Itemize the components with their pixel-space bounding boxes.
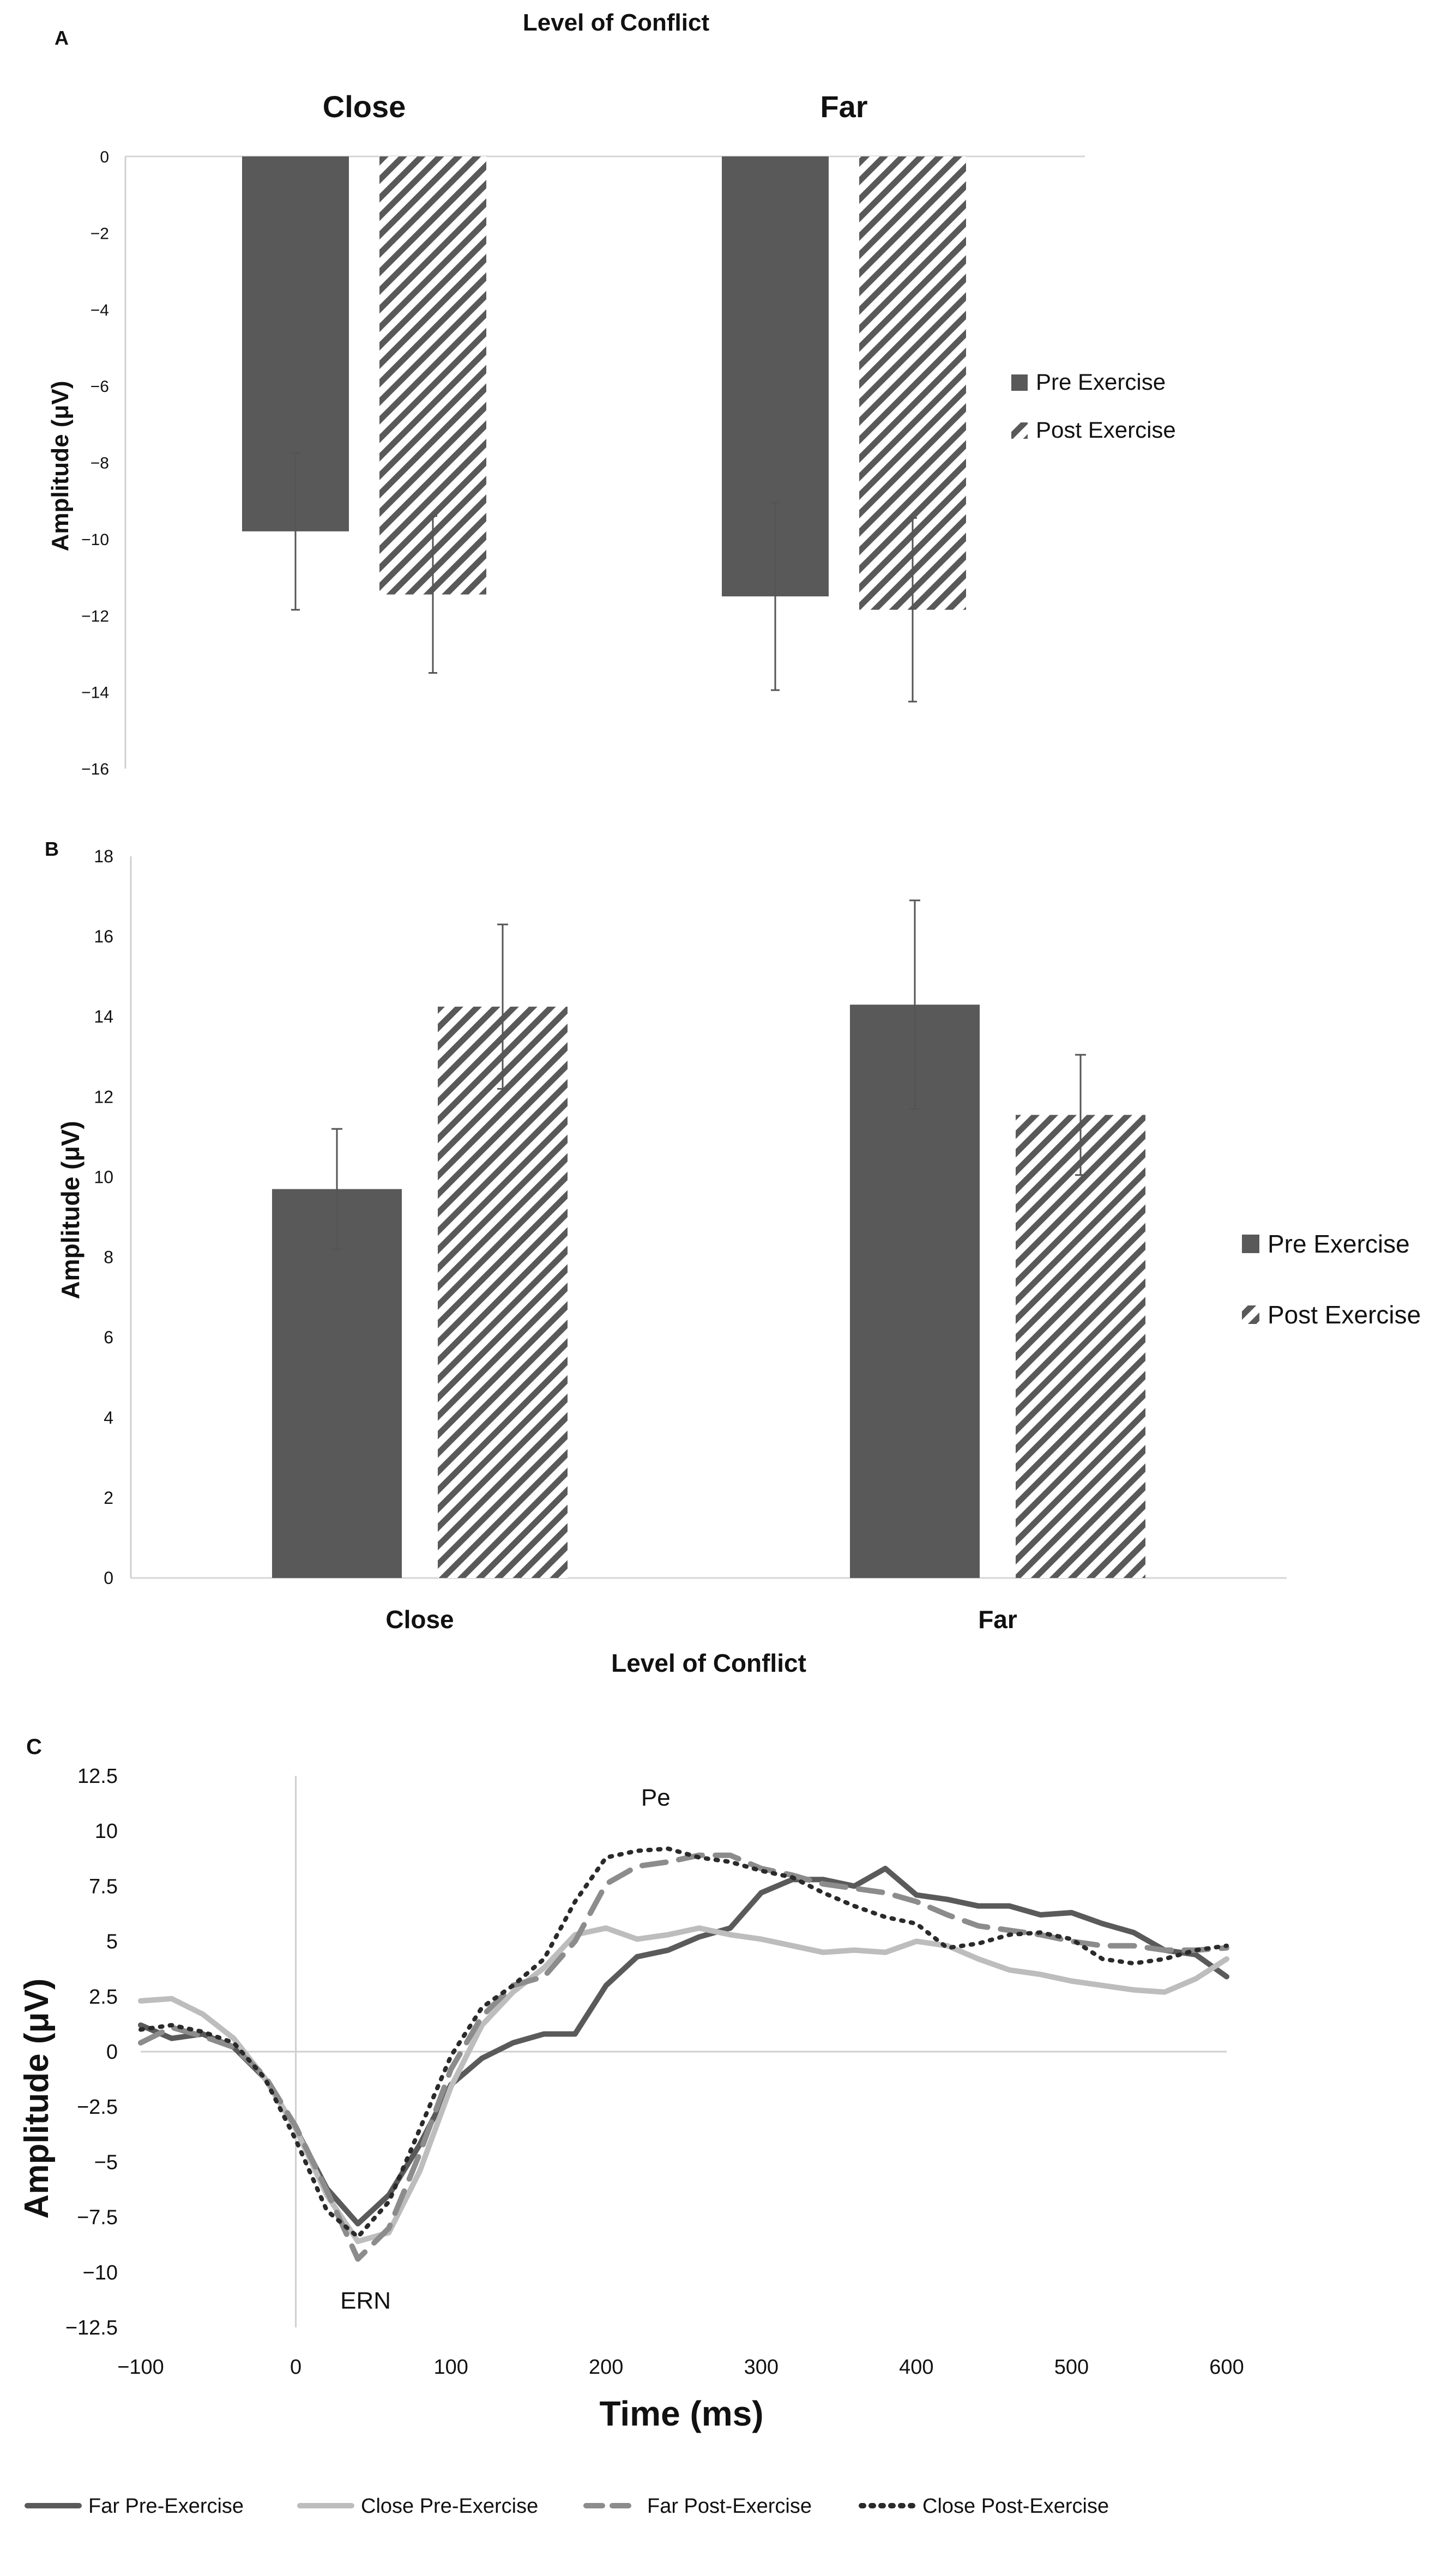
panel-b-category-label: Far	[978, 1605, 1017, 1634]
panel-b-legend-label: Post Exercise	[1268, 1301, 1421, 1329]
panel-a-y-tick-label: 0	[100, 148, 109, 166]
panel-c-y-tick-label: 10	[95, 1820, 118, 1843]
panel-c-series-line	[138, 1866, 1229, 2227]
panel-a-title: Level of Conflict	[523, 9, 710, 36]
panel-a-y-tick-label: −2	[91, 225, 109, 243]
panel-c-y-axis-label: Amplitude (μV)	[18, 1979, 56, 2219]
panel-a-legend-swatch	[1011, 422, 1028, 439]
panel-c-y-tick-label: 2.5	[89, 1986, 118, 2009]
panel-c-x-tick-label: 600	[1209, 2356, 1244, 2379]
panel-c-y-tick-label: 5	[106, 1931, 118, 1954]
panel-b-bar	[438, 1006, 568, 1578]
panel-c-y-tick-label: 7.5	[89, 1875, 118, 1898]
panel-b-legend-label: Pre Exercise	[1268, 1230, 1410, 1258]
panel-b-y-tick-label: 0	[104, 1568, 113, 1588]
panel-b-y-axis-label: Amplitude (μV)	[56, 1121, 85, 1299]
panel-a-y-tick-label: −6	[91, 378, 109, 396]
panel-c-legend-label: Far Post-Exercise	[647, 2495, 812, 2518]
panel-b-y-tick-label: 14	[94, 1007, 113, 1026]
panel-c-legend-label: Close Pre-Exercise	[361, 2495, 538, 2518]
panel-c-series-line	[138, 1925, 1229, 2245]
panel-c-x-tick-label: 100	[433, 2356, 468, 2379]
panel-b-y-tick-label: 18	[94, 846, 113, 866]
panel-a-y-axis-label: Amplitude (μV)	[47, 381, 74, 552]
panel-c-y-tick-label: −2.5	[77, 2096, 118, 2119]
panel-c-legend-label: Close Post-Exercise	[922, 2495, 1109, 2518]
panel-b-y-tick-label: 8	[104, 1248, 113, 1267]
panel-a-y-tick-label: −10	[81, 531, 109, 549]
panel-c-x-tick-label: 400	[899, 2356, 933, 2379]
panel-c-x-axis-label: Time (ms)	[599, 2394, 763, 2433]
panel-b-y-tick-label: 4	[104, 1408, 113, 1428]
panel-a-y-tick-label: −8	[91, 455, 109, 473]
panel-a-y-tick-label: −16	[81, 760, 109, 778]
panel-b-x-axis-label: Level of Conflict	[611, 1649, 806, 1677]
panel-c-y-tick-label: −10	[83, 2261, 118, 2284]
panel-b-y-tick-label: 12	[94, 1087, 113, 1106]
panel-b-bar	[1016, 1115, 1145, 1578]
panel-c-x-tick-label: 200	[589, 2356, 623, 2379]
panel-c-series-line	[138, 1846, 1229, 2239]
panel-b-bar	[272, 1189, 402, 1578]
panel-b-y-tick-label: 2	[104, 1488, 113, 1508]
panel-a-y-tick-label: −4	[91, 301, 109, 319]
panel-c-letter: C	[26, 1735, 42, 1759]
panel-a-letter: A	[55, 27, 69, 49]
panel-a-category-label: Close	[323, 89, 406, 124]
panel-c-y-tick-label: −12.5	[65, 2317, 118, 2339]
panel-a: A Level of Conflict Close Far 0 −2 −4 −6 −8 −1…	[47, 9, 1176, 778]
panel-a-category-label: Far	[820, 89, 867, 124]
panel-b-category-label: Close	[385, 1605, 454, 1634]
panel-c-y-tick-label: −5	[94, 2151, 118, 2174]
panel-c-series-line	[138, 1852, 1229, 2262]
panel-b-letter: B	[45, 838, 59, 860]
panel-c-x-tick-label: −100	[117, 2356, 164, 2379]
panel-a-legend-label: Pre Exercise	[1036, 369, 1166, 395]
panel-b-y-tick-label: 10	[94, 1167, 113, 1187]
panel-a-y-tick-label: −12	[81, 607, 109, 625]
panel-a-legend-label: Post Exercise	[1036, 417, 1176, 443]
panel-c-x-tick-label: 500	[1054, 2356, 1089, 2379]
panel-b-y-tick-label: 16	[94, 927, 113, 946]
panel-c-y-tick-label: −7.5	[77, 2206, 118, 2229]
panel-c-annotation: Pe	[641, 1784, 671, 1811]
panel-a-legend-swatch	[1011, 374, 1028, 391]
panel-a-y-tick-label: −14	[81, 684, 109, 702]
panel-c-y-tick-label: 12.5	[77, 1765, 118, 1788]
panel-b-legend-swatch	[1242, 1235, 1259, 1253]
panel-c-annotation: ERN	[340, 2287, 391, 2314]
panel-c: C 12.5 10 7.5 5 2.5 0 −2.5 −5 −7.5 −10 −12.5 −100 0 1…	[18, 1735, 1244, 2518]
panel-c-x-tick-label: 0	[290, 2356, 301, 2379]
panel-c-y-tick-label: 0	[106, 2041, 118, 2064]
panel-b-legend-swatch	[1242, 1305, 1259, 1324]
panel-c-legend-label: Far Pre-Exercise	[88, 2495, 244, 2518]
panel-c-x-tick-label: 300	[744, 2356, 779, 2379]
panel-b: B 0 2 4 6 8 10 12 14 16 18 Close Far Pre Exercise P…	[45, 838, 1421, 1677]
panel-b-y-tick-label: 6	[104, 1328, 113, 1347]
